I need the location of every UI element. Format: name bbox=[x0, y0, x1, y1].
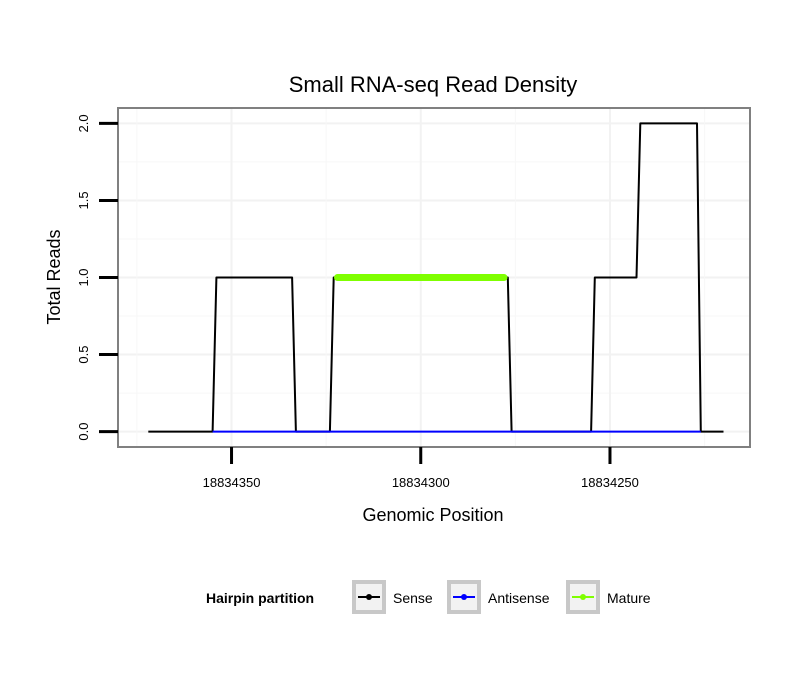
legend-label-antisense: Antisense bbox=[488, 590, 550, 606]
y-tick-label: 2.0 bbox=[76, 114, 91, 132]
legend: Hairpin partition Sense Antisense Mature bbox=[206, 580, 651, 614]
chart-title: Small RNA-seq Read Density bbox=[289, 72, 578, 97]
x-axis: 18834350 18834300 18834250 bbox=[203, 447, 639, 490]
legend-label-sense: Sense bbox=[393, 590, 433, 606]
legend-key-point bbox=[366, 594, 372, 600]
legend-title: Hairpin partition bbox=[206, 590, 314, 606]
series-line-sense bbox=[148, 122, 724, 433]
y-tick-label: 1.0 bbox=[76, 268, 91, 286]
series-lines bbox=[148, 122, 724, 433]
x-axis-label: Genomic Position bbox=[362, 505, 503, 525]
legend-label-mature: Mature bbox=[607, 590, 651, 606]
y-tick-label: 0.5 bbox=[76, 346, 91, 364]
x-tick-label: 18834250 bbox=[581, 475, 639, 490]
y-tick-label: 1.5 bbox=[76, 191, 91, 209]
y-axis-label: Total Reads bbox=[44, 229, 64, 324]
legend-key-point bbox=[580, 594, 586, 600]
x-tick-label: 18834300 bbox=[392, 475, 450, 490]
legend-key-point bbox=[461, 594, 467, 600]
y-axis: 0.0 0.5 1.0 1.5 2.0 bbox=[76, 114, 118, 441]
y-tick-label: 0.0 bbox=[76, 423, 91, 441]
x-tick-label: 18834350 bbox=[203, 475, 261, 490]
